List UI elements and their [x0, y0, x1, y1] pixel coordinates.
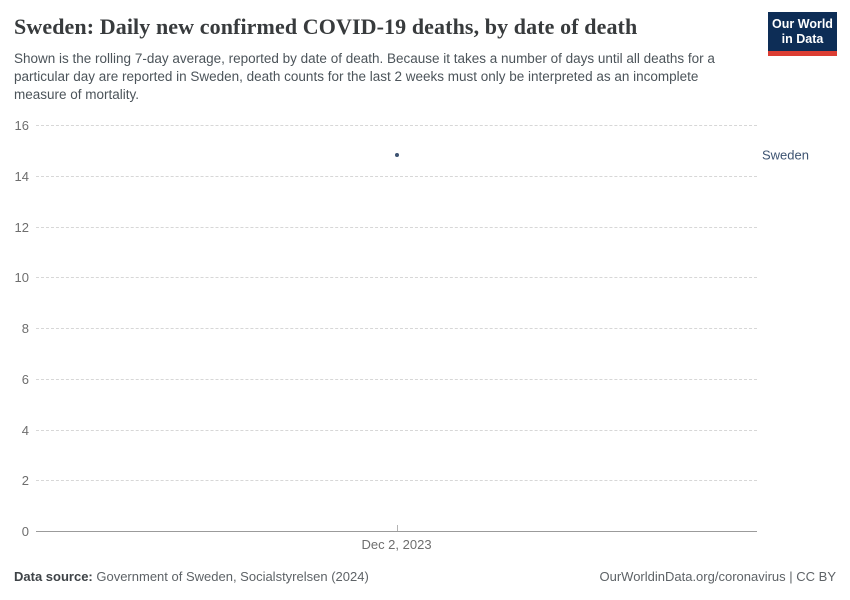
- y-tick-label: 10: [14, 270, 29, 286]
- chart-subtitle: Shown is the rolling 7-day average, repo…: [14, 51, 715, 102]
- plot-area: 0 2 4 6 8 10 12 14 16 Dec 2, 2023 Sweden: [15, 118, 809, 552]
- entity-label[interactable]: Sweden: [762, 147, 809, 163]
- gridline-y: 10: [15, 270, 757, 285]
- footer: Data source: Government of Sweden, Socia…: [14, 569, 836, 584]
- gridline-y: 16: [15, 118, 757, 133]
- chart-title: Sweden: Daily new confirmed COVID-19 dea…: [14, 14, 638, 39]
- data-point[interactable]: [394, 153, 399, 158]
- x-axis-line: 0: [22, 524, 757, 539]
- gridline-y: 12: [15, 220, 757, 235]
- gridline-y: 8: [22, 321, 757, 336]
- gridline-y: 2: [22, 473, 757, 488]
- data-source: Data source: Government of Sweden, Socia…: [14, 569, 369, 584]
- owid-logo[interactable]: Our World in Data: [768, 12, 837, 56]
- owid-logo-line1: Our World: [772, 17, 833, 31]
- footer-link[interactable]: OurWorldinData.org/coronavirus | CC BY: [599, 569, 836, 584]
- y-tick-label: 16: [14, 118, 29, 133]
- gridline-y: 14: [15, 169, 757, 184]
- x-tick-mark: [396, 525, 398, 531]
- y-tick-label: 12: [14, 219, 29, 235]
- y-tick-label: 0: [21, 524, 29, 539]
- gridline-y: 6: [22, 372, 757, 387]
- data-source-label: Data source:: [14, 569, 93, 584]
- owid-logo-line2: in Data: [781, 32, 824, 46]
- y-tick-label: 4: [21, 422, 29, 438]
- y-tick-label: 14: [14, 168, 29, 184]
- y-tick-label: 6: [21, 371, 29, 387]
- data-source-text: Government of Sweden, Socialstyrelsen (2…: [92, 569, 369, 584]
- y-tick-label: 8: [21, 321, 29, 336]
- y-tick-label: 2: [21, 473, 29, 489]
- gridline-y: 4: [22, 423, 757, 438]
- x-tick-label: Dec 2, 2023: [361, 537, 432, 552]
